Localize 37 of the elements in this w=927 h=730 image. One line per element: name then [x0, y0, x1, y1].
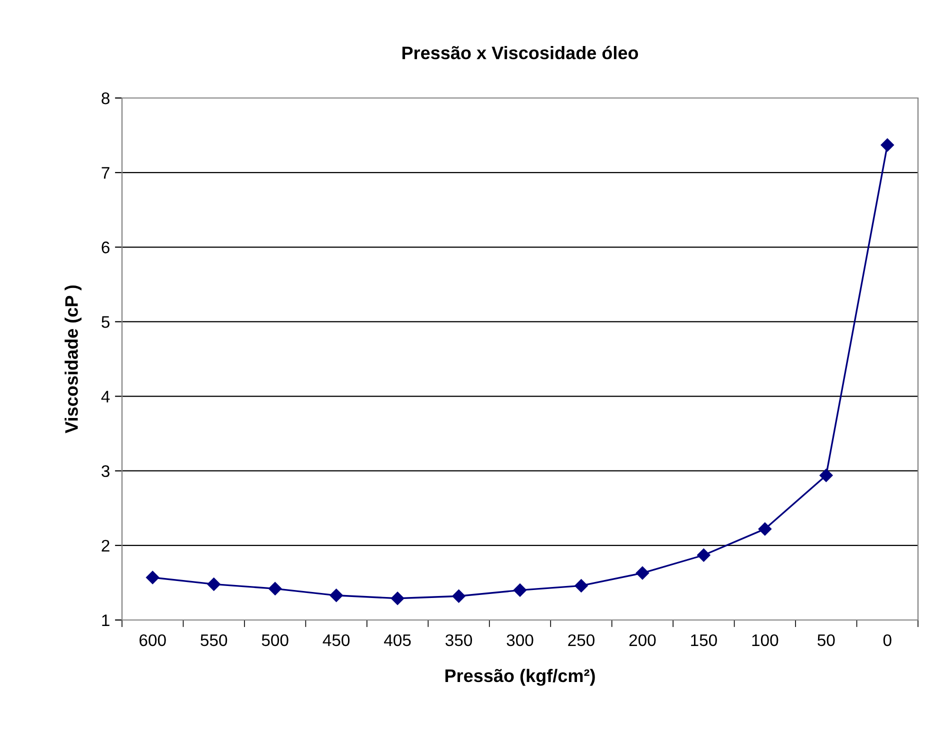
point	[268, 582, 282, 596]
point	[330, 588, 343, 602]
y-tick-label: 2	[102, 540, 110, 552]
x-tick-label: 300	[506, 634, 534, 646]
x-tick-label: 550	[200, 634, 228, 646]
point	[146, 570, 160, 584]
point	[452, 590, 466, 603]
x-tick-label: 150	[691, 634, 717, 646]
point	[758, 522, 772, 536]
point	[697, 548, 710, 562]
chart-title: Pressão x Viscosidade óleo	[402, 46, 638, 60]
y-tick-label: 8	[102, 92, 110, 104]
x-tick-label: 100	[752, 634, 778, 646]
point	[820, 468, 833, 482]
x-tick-label: 600	[140, 634, 166, 646]
y-tick-label: 7	[102, 167, 110, 179]
y-tick-label: 1	[102, 614, 110, 626]
x-tick-label: 450	[322, 634, 350, 646]
point	[207, 578, 220, 591]
x-axis-title: Pressão (kgf/cm²)	[445, 668, 595, 686]
y-axis-title: Viscosidade (cP )	[64, 285, 82, 434]
y-tick-label: 4	[101, 390, 110, 402]
x-tick-label: 500	[262, 634, 288, 646]
y-tick-label: 5	[102, 316, 110, 328]
point	[880, 138, 894, 152]
point	[390, 592, 404, 605]
point	[574, 579, 588, 592]
y-tick-label: 3	[102, 465, 110, 478]
x-tick-label: 350	[446, 634, 472, 646]
x-tick-label: 0	[883, 634, 892, 646]
x-tick-label: 200	[629, 634, 656, 646]
x-tick-label: 250	[568, 634, 594, 646]
point	[636, 566, 650, 580]
x-tick-label: 405	[384, 634, 411, 646]
point	[513, 584, 527, 597]
x-tick-label: 50	[818, 634, 835, 646]
y-tick-label: 6	[102, 242, 110, 254]
